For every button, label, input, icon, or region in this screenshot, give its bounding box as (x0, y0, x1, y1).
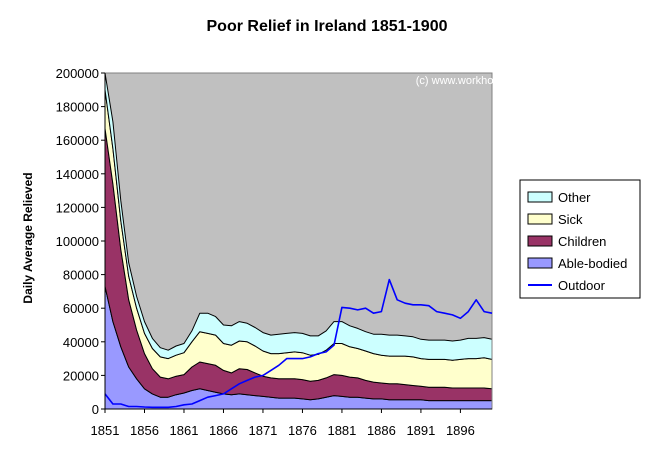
line-outdoor (104, 278, 493, 409)
y-tick-label: 120000 (56, 200, 99, 215)
watermark-text: (c) www.workhouses.org.uk (416, 75, 551, 87)
legend-label-able-bodied: Able-bodied (558, 256, 627, 271)
y-tick-label: 80000 (63, 268, 99, 283)
y-tick-label: 0 (92, 402, 99, 417)
x-tick-label: 1891 (406, 423, 435, 438)
x-tick-label: 1896 (446, 423, 475, 438)
y-tick-label: 180000 (56, 100, 99, 115)
x-tick-label: 1856 (130, 423, 159, 438)
legend: Other Sick Children Able-bodied Outdoor (519, 179, 641, 299)
legend-swatch-other (527, 191, 553, 203)
x-tick-label: 1861 (170, 423, 199, 438)
x-tick-label: 1866 (209, 423, 238, 438)
x-tick-label: 1881 (327, 423, 356, 438)
x-tick-label: 1886 (367, 423, 396, 438)
y-tick-label: 40000 (63, 335, 99, 350)
chart-title: Poor Relief in Ireland 1851-1900 (207, 18, 448, 35)
x-tick-label: 1871 (248, 423, 277, 438)
plot-area: 0 20000 40000 60000 80000 100000 120000 140000 1… (56, 66, 493, 438)
y-tick-label: 140000 (56, 167, 99, 182)
legend-swatch-children (527, 235, 553, 247)
legend-label-other: Other (558, 190, 591, 205)
y-tick-label: 200000 (56, 66, 99, 81)
y-tick-label: 160000 (56, 133, 99, 148)
y-axis-label: Daily Average Relieved (21, 172, 35, 303)
legend-swatch-sick (527, 213, 553, 225)
x-tick-label: 1876 (288, 423, 317, 438)
x-tick-label: 1851 (91, 423, 120, 438)
legend-label-children: Children (558, 234, 606, 249)
y-tick-label: 20000 (63, 368, 99, 383)
legend-swatch-able-bodied (527, 257, 553, 269)
y-tick-label: 100000 (56, 234, 99, 249)
y-tick-label: 60000 (63, 301, 99, 316)
legend-label-outdoor: Outdoor (558, 278, 606, 293)
legend-label-sick: Sick (558, 212, 583, 227)
